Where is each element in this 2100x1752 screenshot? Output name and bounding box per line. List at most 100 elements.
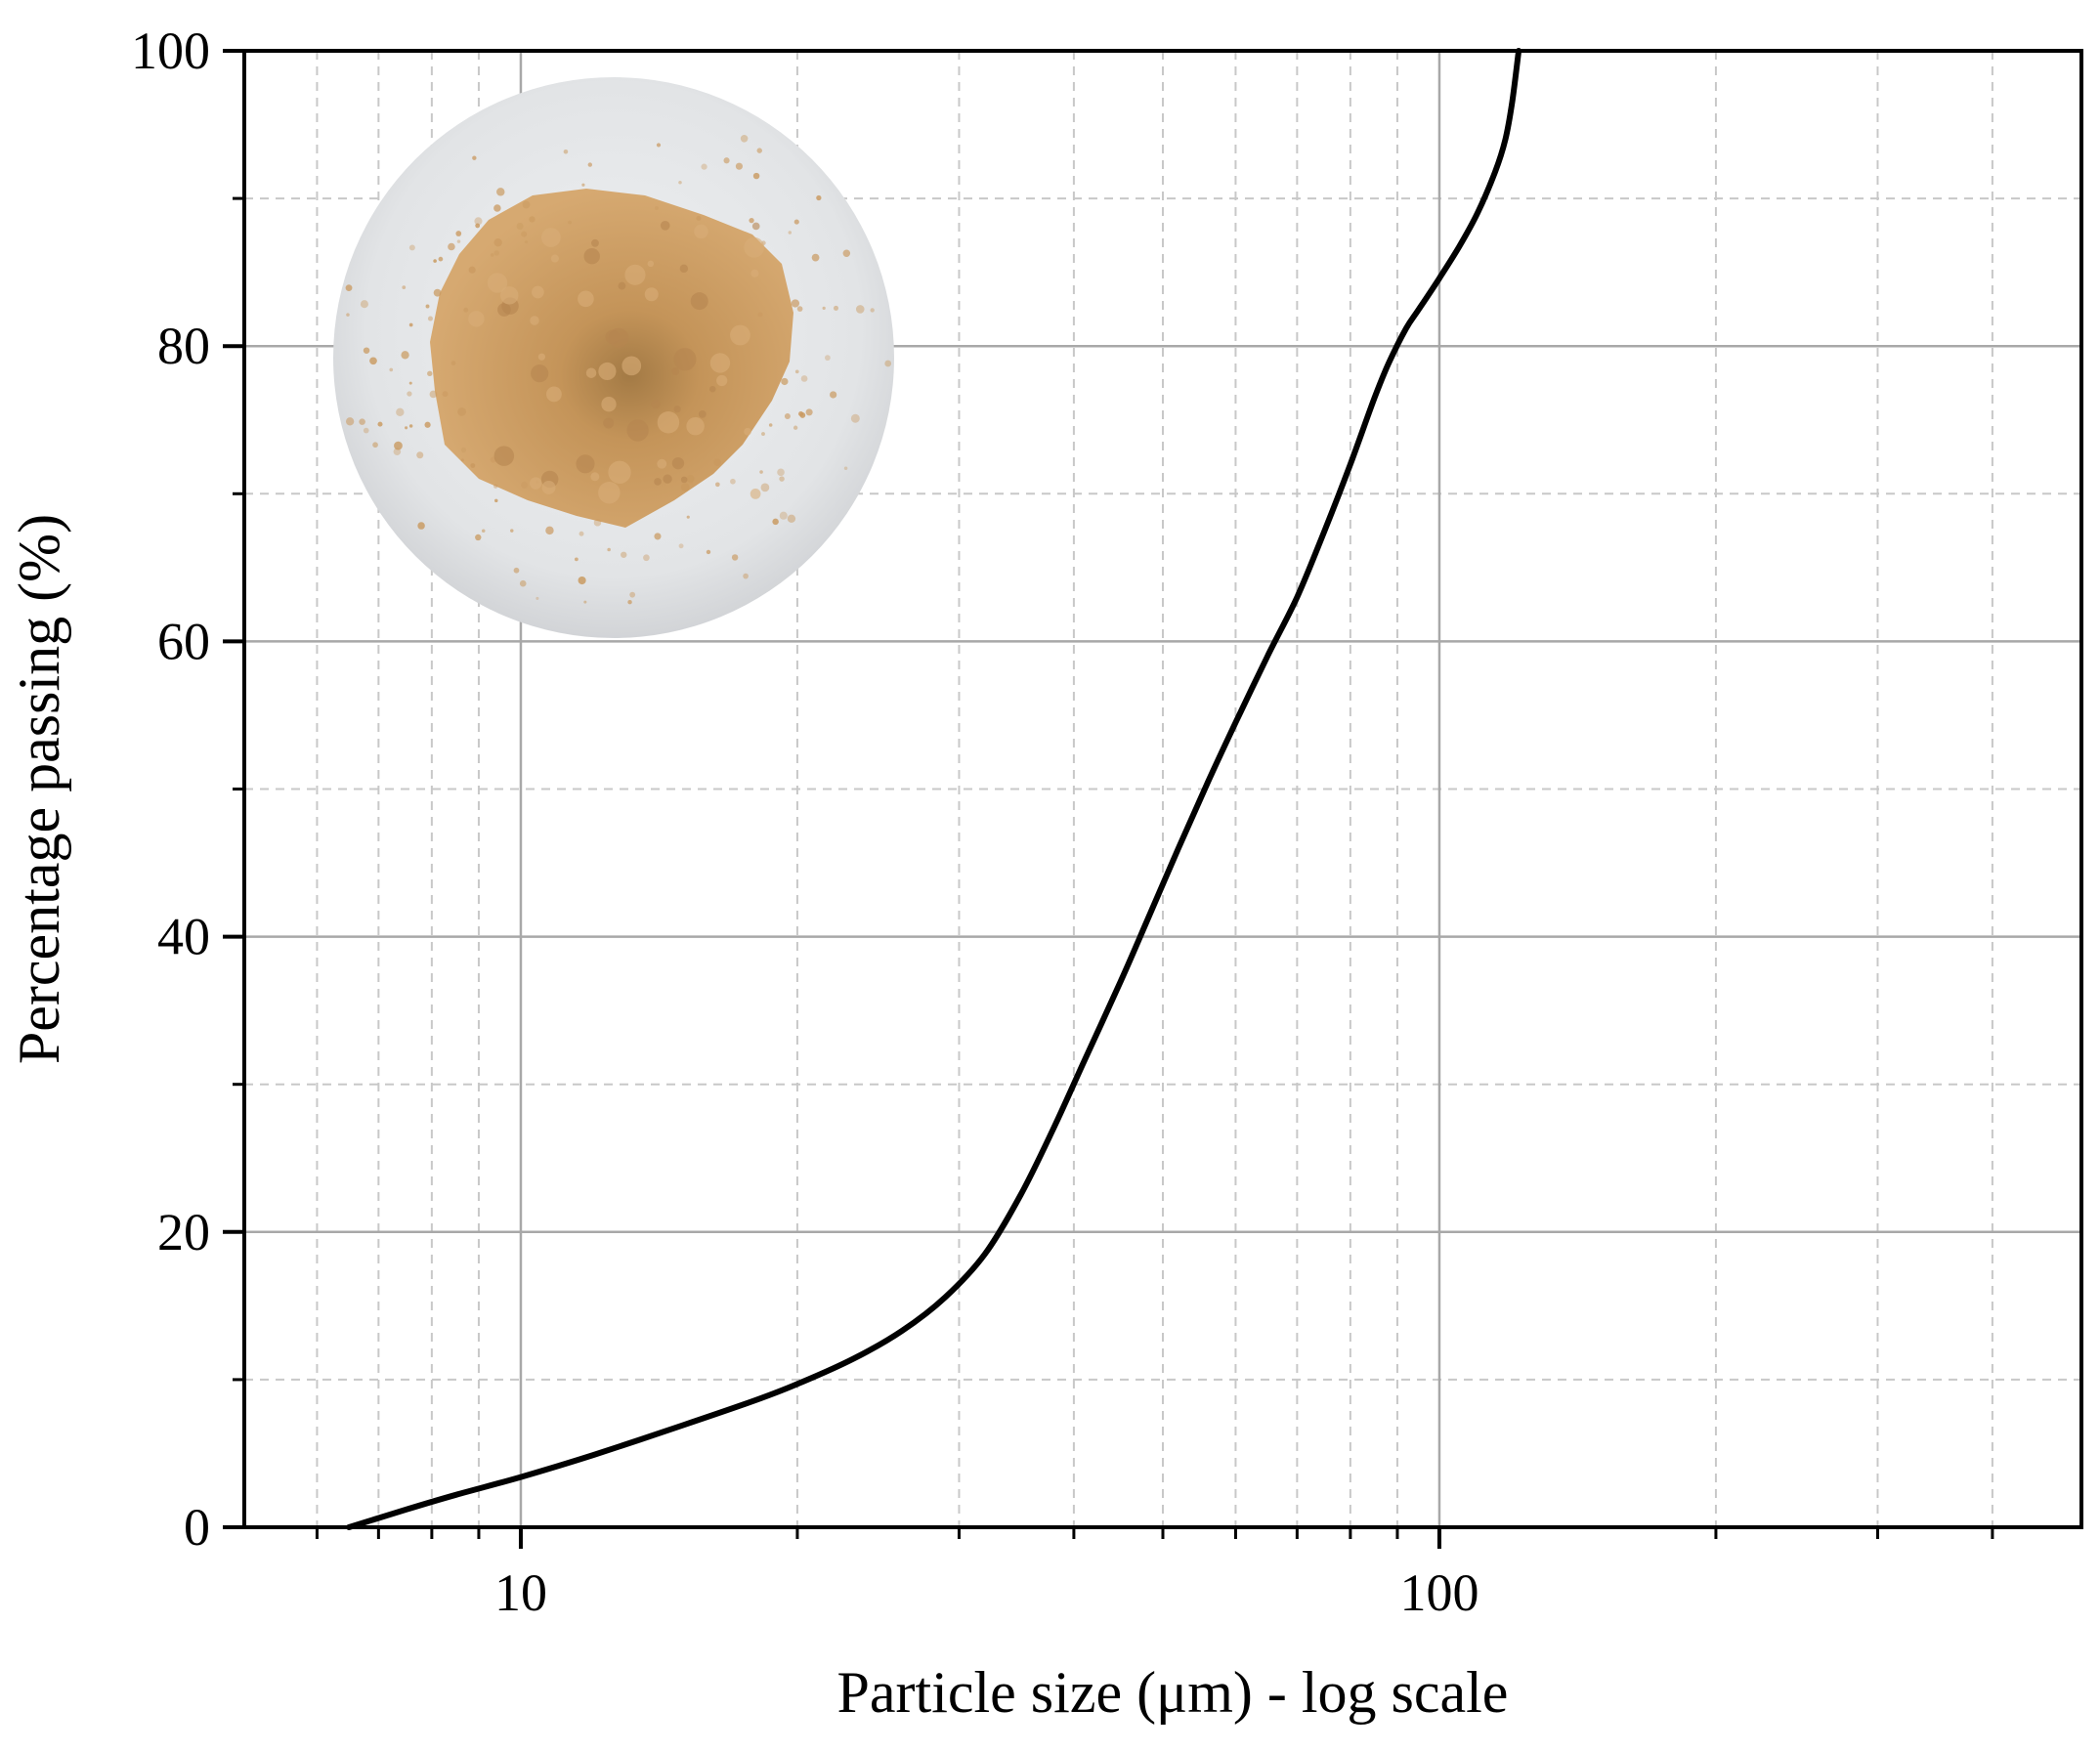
- y-tick-label: 40: [157, 908, 210, 966]
- powder-speck: [460, 447, 467, 453]
- powder-speck: [448, 242, 455, 251]
- powder-speck: [513, 567, 520, 574]
- powder-grain: [657, 458, 667, 469]
- powder-speck: [822, 306, 826, 310]
- powder-speck: [346, 313, 350, 317]
- powder-grain: [647, 260, 655, 268]
- powder-speck: [369, 357, 377, 365]
- y-tick-label: 80: [157, 317, 210, 375]
- powder-speck: [521, 481, 529, 489]
- powder-speck: [493, 237, 502, 247]
- powder-speck: [468, 266, 476, 274]
- y-tick-label: 20: [157, 1203, 210, 1261]
- powder-speck: [760, 483, 770, 492]
- powder-speck: [457, 406, 467, 416]
- powder-speck: [757, 312, 763, 318]
- powder-grain: [530, 477, 542, 490]
- powder-speck: [394, 441, 403, 450]
- powder-speck: [536, 596, 539, 600]
- powder-speck: [408, 322, 413, 327]
- powder-speck: [643, 554, 650, 562]
- powder-speck: [655, 206, 660, 211]
- powder-grain: [605, 329, 620, 345]
- powder-speck: [345, 417, 355, 426]
- powder-speck: [474, 217, 483, 226]
- y-tick-label: 60: [157, 612, 210, 670]
- powder-grain: [626, 419, 649, 442]
- powder-speck: [884, 360, 892, 367]
- powder-speck: [472, 155, 477, 160]
- powder-speck: [408, 381, 412, 385]
- powder-speck: [587, 162, 592, 167]
- powder-grain: [578, 290, 594, 308]
- powder-speck: [593, 519, 602, 527]
- powder-speck: [521, 231, 528, 237]
- powder-speck: [678, 543, 684, 549]
- powder-speck: [407, 391, 412, 397]
- x-axis-title: Particle size (μm) - log scale: [837, 1660, 1509, 1725]
- powder-speck: [510, 529, 514, 533]
- powder-speck: [723, 157, 730, 164]
- powder-speck: [583, 600, 587, 604]
- powder-grain: [591, 238, 599, 247]
- powder-grain: [690, 292, 708, 311]
- powder-speck: [455, 231, 462, 236]
- powder-speck: [450, 361, 456, 365]
- powder-speck: [578, 576, 586, 585]
- powder-speck: [731, 554, 739, 561]
- powder-grain: [660, 220, 670, 231]
- powder-grain: [621, 356, 642, 376]
- powder-speck: [427, 316, 434, 321]
- powder-speck: [680, 483, 690, 491]
- powder-speck: [402, 285, 407, 289]
- powder-grain: [601, 397, 617, 412]
- powder-grain: [590, 472, 600, 482]
- powder-speck: [563, 149, 569, 154]
- powder-grain: [500, 286, 519, 305]
- powder-speck: [796, 306, 803, 312]
- powder-grain: [708, 385, 716, 393]
- powder-speck: [579, 531, 584, 536]
- powder-speck: [706, 549, 711, 555]
- powder-speck: [493, 250, 499, 256]
- powder-speck: [417, 522, 425, 530]
- powder-grain: [583, 247, 600, 265]
- powder-grain: [671, 367, 680, 376]
- powder-grain: [532, 285, 544, 299]
- powder-speck: [798, 410, 804, 417]
- powder-speck: [713, 458, 721, 466]
- powder-speck: [779, 476, 785, 482]
- axis-ticks: [223, 49, 1994, 1549]
- powder-speck: [429, 390, 438, 399]
- powder-speck: [401, 351, 409, 360]
- powder-speck: [654, 533, 662, 540]
- powder-speck: [740, 135, 749, 143]
- powder-grain: [673, 348, 697, 371]
- powder-speck: [850, 413, 860, 423]
- powder-grain: [750, 489, 761, 499]
- powder-speck: [784, 412, 791, 419]
- powder-speck: [811, 253, 820, 262]
- powder-speck: [493, 484, 498, 489]
- curve-layer: [346, 48, 1522, 1530]
- powder-speck: [433, 288, 442, 297]
- powder-grain: [686, 416, 705, 436]
- powder-speck: [529, 216, 536, 223]
- powder-speck: [793, 425, 798, 430]
- powder-grain: [598, 362, 617, 381]
- powder-speck: [793, 219, 799, 225]
- powder-speck: [759, 470, 763, 474]
- powder-grain: [651, 399, 661, 409]
- powder-grain: [530, 316, 539, 325]
- powder-grain: [608, 460, 631, 485]
- powder-speck: [779, 511, 788, 520]
- powder-speck: [791, 299, 800, 308]
- y-tick-label: 0: [184, 1498, 210, 1557]
- powder-speck: [460, 458, 464, 462]
- powder-grain: [750, 269, 759, 278]
- powder-speck: [787, 514, 796, 523]
- powder-speck: [438, 256, 444, 262]
- powder-speck: [607, 547, 611, 552]
- powder-speck: [475, 223, 481, 229]
- x-tick-label: 10: [494, 1563, 547, 1622]
